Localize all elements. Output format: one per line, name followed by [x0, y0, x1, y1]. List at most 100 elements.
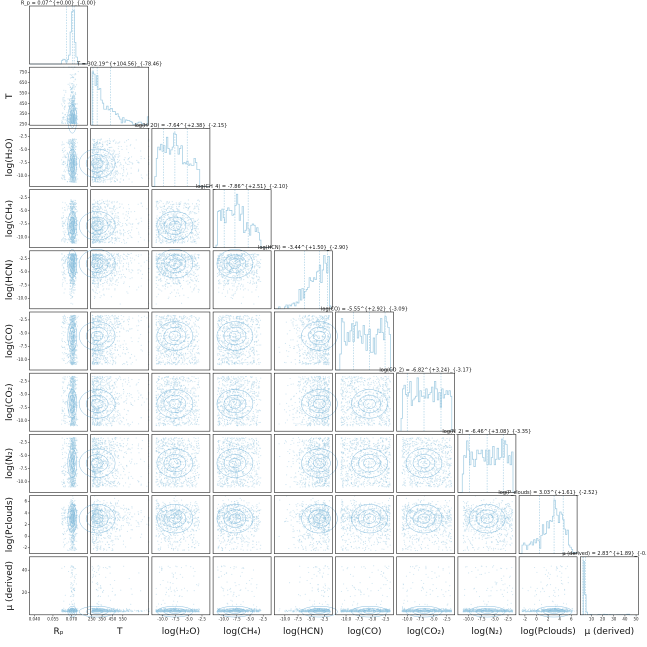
sample-point: [70, 74, 71, 75]
sample-point: [75, 149, 76, 150]
sample-point: [65, 114, 66, 115]
sample-point: [76, 84, 77, 85]
sample-point: [77, 123, 78, 124]
sample-point: [74, 155, 75, 156]
sample-point: [64, 103, 65, 104]
sample-point: [64, 175, 65, 176]
sample-point: [63, 171, 64, 172]
sample-point: [65, 92, 66, 93]
sample-point: [69, 139, 70, 140]
sample-point: [73, 91, 74, 92]
sample-point: [71, 88, 72, 89]
sample-point: [65, 161, 66, 162]
sample-point: [76, 146, 77, 147]
sample-point: [75, 139, 76, 140]
sample-point: [62, 150, 63, 151]
sample-point: [72, 108, 73, 109]
sample-point: [75, 123, 76, 124]
sample-point: [73, 109, 74, 110]
sample-point: [71, 77, 72, 78]
hist-panel-T: T = 302.19^{+104.56}_{-78.46}: [76, 62, 162, 126]
sample-point: [78, 71, 79, 72]
sample-point: [63, 152, 64, 153]
sample-point: [72, 74, 73, 75]
hist-panel-Rp: R_p = 0.07^{+0.00}_{-0.00}: [21, 0, 96, 64]
sample-point: [65, 171, 66, 172]
sample-point: [64, 156, 65, 157]
sample-point: [64, 106, 65, 107]
sample-point: [62, 162, 63, 163]
sample-point: [62, 144, 63, 145]
sample-point: [77, 142, 78, 143]
sample-point: [75, 103, 76, 104]
sample-point: [66, 169, 67, 170]
sample-point: [71, 83, 72, 84]
sample-point: [69, 103, 70, 104]
sample-point: [64, 100, 65, 101]
sample-point: [68, 115, 69, 116]
scatter-panel-T-vs-Rp: [30, 67, 88, 134]
sample-point: [77, 174, 78, 175]
sample-point: [68, 173, 69, 174]
sample-point: [65, 150, 66, 151]
panel-frame: [30, 67, 88, 125]
sample-point: [63, 148, 64, 149]
sample-point: [66, 142, 67, 143]
sample-point: [62, 121, 63, 122]
sample-point: [65, 155, 66, 156]
sample-point: [62, 99, 63, 100]
scatter-panel-H2O-vs-Rp: [30, 128, 88, 186]
sample-point: [65, 122, 66, 123]
sample-point: [74, 102, 75, 103]
sample-point: [74, 154, 75, 155]
sample-point: [61, 144, 62, 145]
sample-point: [72, 117, 73, 118]
sample-point: [75, 74, 76, 75]
sample-point: [71, 143, 72, 144]
histogram-title: R_p = 0.07^{+0.00}_{-0.00}: [21, 0, 96, 6]
sample-point: [68, 121, 69, 122]
sample-point: [72, 112, 73, 113]
sample-point: [63, 99, 64, 100]
histogram-line: [91, 72, 149, 125]
sample-point: [72, 96, 73, 97]
sample-point: [74, 96, 75, 97]
sample-point: [62, 113, 63, 114]
sample-point: [74, 86, 75, 87]
sample-point: [76, 182, 77, 183]
sample-point: [64, 97, 65, 98]
sample-point: [69, 102, 70, 103]
sample-point: [70, 103, 71, 104]
sample-point: [63, 97, 64, 98]
sample-point: [62, 164, 63, 165]
sample-point: [65, 90, 66, 91]
sample-point: [70, 158, 71, 159]
sample-point: [64, 108, 65, 109]
sample-point: [74, 145, 75, 146]
sample-point: [68, 84, 69, 85]
sample-point: [64, 154, 65, 155]
sample-point: [64, 109, 65, 110]
sample-point: [62, 117, 63, 118]
sample-point: [70, 108, 71, 109]
sample-point: [73, 113, 74, 114]
sample-point: [68, 103, 69, 104]
sample-point: [75, 93, 76, 94]
sample-point: [69, 83, 70, 84]
sample-point: [69, 144, 70, 145]
sample-point: [62, 123, 63, 124]
sample-point: [68, 179, 69, 180]
sample-point: [66, 120, 67, 121]
sample-point: [74, 100, 75, 101]
sample-point: [65, 100, 66, 101]
sample-point: [74, 89, 75, 90]
sample-point: [65, 105, 66, 106]
sample-point: [72, 119, 73, 120]
sample-point: [64, 101, 65, 102]
sample-point: [73, 94, 74, 95]
sample-point: [74, 181, 75, 182]
sample-point: [69, 85, 70, 86]
sample-point: [73, 81, 74, 82]
sample-point: [68, 106, 69, 107]
